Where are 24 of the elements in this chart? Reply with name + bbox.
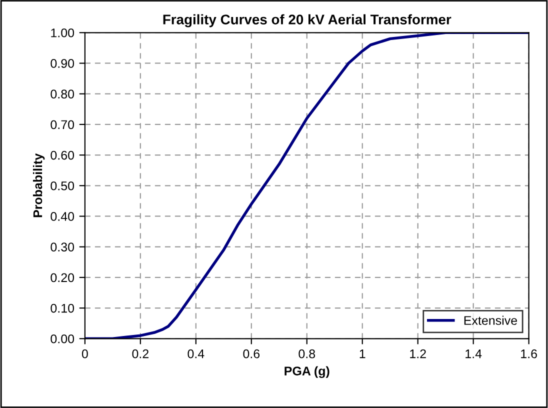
y-tick-label: 0.40 bbox=[50, 212, 74, 221]
y-tick-label: 0.30 bbox=[50, 242, 74, 252]
y-tick-label: 0.10 bbox=[50, 304, 74, 313]
y-axis-title: Probability bbox=[32, 153, 45, 218]
x-tick-label: 0.8 bbox=[298, 349, 316, 358]
x-tick-label: 0.6 bbox=[243, 349, 260, 358]
y-tick-label: 0.70 bbox=[50, 120, 74, 130]
legend-label: Extensive bbox=[464, 316, 518, 325]
x-axis-title: PGA (g) bbox=[284, 366, 330, 378]
y-tick-label: 0.60 bbox=[50, 150, 74, 160]
y-tick-label: 0.20 bbox=[50, 273, 74, 282]
y-tick-label: 0.80 bbox=[50, 90, 74, 98]
x-tick-label: 1 bbox=[360, 350, 366, 358]
y-tick-label: 0.00 bbox=[50, 334, 74, 344]
y-tick-label: 1.00 bbox=[51, 28, 74, 38]
y-tick-label: 0.90 bbox=[50, 59, 74, 68]
x-tick-label: 0 bbox=[82, 349, 88, 358]
x-tick-label: 1.2 bbox=[410, 349, 426, 358]
x-tick-label: 0.2 bbox=[132, 349, 148, 358]
y-tick-label: 0.50 bbox=[50, 181, 74, 190]
x-tick-label: 1.4 bbox=[466, 350, 482, 358]
chart-title: Fragility Curves of 20 kV Aerial Transformer bbox=[163, 14, 452, 28]
x-tick-label: 1.6 bbox=[521, 349, 537, 358]
x-tick-label: 0.4 bbox=[188, 349, 204, 358]
